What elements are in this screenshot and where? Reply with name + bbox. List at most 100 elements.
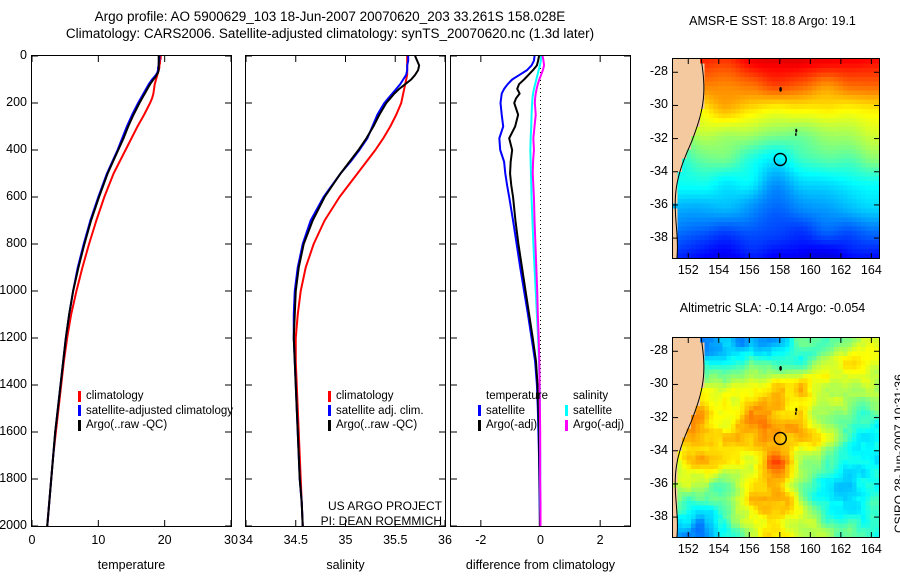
legend-entry: Argo(-adj)	[478, 418, 548, 433]
sla-lat-tick-label: -28	[649, 343, 668, 358]
salinity-panel	[245, 55, 446, 527]
difference-tick-label: 2	[596, 533, 604, 547]
sst-map	[672, 58, 880, 259]
legend-label: satellite	[486, 404, 525, 417]
legend-label: Argo(-adj)	[573, 419, 625, 431]
salinity-plot	[246, 56, 445, 526]
sla-lon-tick-label: 164	[860, 542, 882, 556]
credit-line-1: US ARGO PROJECT	[327, 499, 442, 513]
legend-color-swatch	[565, 419, 568, 431]
legend-header: salinity	[573, 390, 609, 402]
legend-label: satellite	[573, 404, 612, 417]
depth-tick-label: 1800	[0, 471, 27, 485]
legend-label: Argo(-adj)	[486, 419, 538, 431]
sla-lat-tick-label: -34	[649, 442, 668, 457]
temperature-legend: climatology satellite-adjusted climatolog…	[78, 389, 233, 433]
difference-tick-label: -2	[475, 533, 487, 547]
sst-lon-tick-label: 156	[738, 263, 760, 277]
legend-label: satellite adj. clim.	[336, 404, 424, 417]
depth-tick-label: 1600	[0, 424, 27, 438]
sst-lon-tick-label: 162	[830, 263, 852, 277]
sst-lon-tick-label: 154	[708, 263, 730, 277]
legend-entry: Argo(..raw -QC)	[78, 418, 233, 433]
depth-tick-label: 400	[6, 142, 27, 156]
legend-color-swatch	[78, 405, 81, 417]
temperature-tick-label: 0	[28, 533, 36, 547]
project-credit: US ARGO PROJECT PI: DEAN ROEMMICH	[246, 499, 442, 529]
legend-entry: climatology	[328, 389, 424, 404]
depth-tick-label: 800	[6, 236, 27, 250]
difference-legend-temperature: temperature satellite Argo(-adj)	[478, 389, 548, 433]
sla-lon-tick-label: 156	[738, 542, 760, 556]
sla-lon-tick-label: 160	[799, 542, 821, 556]
temperature-tick-label: 10	[91, 533, 106, 547]
temperature-panel	[31, 55, 232, 527]
legend-color-swatch	[328, 405, 331, 417]
sst-lat-tick-label: -38	[649, 230, 668, 245]
depth-tick-label: 2000	[0, 518, 27, 532]
salinity-tick-label: 36	[438, 533, 452, 547]
sst-lat-tick-label: -36	[649, 196, 668, 211]
legend-entry: climatology	[78, 389, 233, 404]
legend-color-swatch	[478, 405, 481, 417]
temperature-tick-label: 30	[224, 533, 238, 547]
legend-label: satellite-adjusted climatology	[86, 404, 234, 417]
sla-lon-tick-label: 162	[830, 542, 852, 556]
csiro-timestamp: CSIRO 28-Jun-2007 10:31:36	[892, 374, 900, 533]
salinity-legend: climatology satellite adj. clim. Argo(..ra…	[328, 389, 424, 433]
sla-lat-tick-label: -36	[649, 475, 668, 490]
legend-label: Argo(..raw -QC)	[336, 419, 418, 431]
legend-label: Argo(..raw -QC)	[86, 419, 168, 431]
figure-title: Argo profile: AO 5900629_103 18-Jun-2007…	[0, 8, 660, 42]
legend-color-swatch	[328, 419, 331, 431]
sst-map-title: AMSR-E SST: 18.8 Argo: 19.1	[689, 14, 856, 28]
sla-lon-tick-label: 154	[708, 542, 730, 556]
legend-entry: satellite adj. clim.	[328, 404, 424, 419]
sla-lat-tick-label: -32	[649, 409, 668, 424]
credit-line-2: PI: DEAN ROEMMICH	[320, 514, 442, 528]
depth-tick-label: 1000	[0, 283, 27, 297]
legend-color-swatch	[78, 419, 81, 431]
sst-lon-tick-label: 158	[769, 263, 791, 277]
legend-color-swatch	[78, 390, 81, 402]
difference-legend-salinity: salinity satellite Argo(-adj)	[565, 389, 624, 433]
legend-header: temperature	[486, 390, 549, 402]
depth-tick-label: 1400	[0, 377, 27, 391]
depth-tick-label: 0	[20, 48, 27, 62]
legend-color-swatch	[478, 419, 481, 431]
sst-lat-tick-label: -28	[649, 64, 668, 79]
depth-tick-label: 600	[6, 189, 27, 203]
legend-entry: satellite	[478, 404, 548, 419]
temperature-tick-label: 20	[157, 533, 172, 547]
legend-label: climatology	[86, 390, 144, 402]
sla-map-raster	[673, 338, 879, 537]
salinity-x-axis-label: salinity	[326, 558, 365, 572]
sst-map-raster	[673, 59, 879, 258]
sst-lon-tick-label: 152	[677, 263, 699, 277]
legend-color-swatch	[328, 390, 331, 402]
salinity-tick-label: 34.5	[283, 533, 308, 547]
sla-map-title: Altimetric SLA: -0.14 Argo: -0.054	[679, 301, 866, 315]
depth-tick-label: 200	[6, 95, 27, 109]
legend-entry: Argo(-adj)	[565, 418, 624, 433]
sla-lon-tick-label: 152	[677, 542, 699, 556]
sst-lat-tick-label: -34	[649, 163, 668, 178]
sla-lat-tick-label: -38	[649, 509, 668, 524]
difference-x-axis-label: difference from climatology	[465, 558, 616, 572]
title-line-2: Climatology: CARS2006. Satellite-adjuste…	[65, 26, 595, 41]
difference-plot	[451, 56, 630, 526]
depth-tick-label: 1200	[0, 330, 27, 344]
salinity-tick-label: 35.5	[383, 533, 408, 547]
sla-lon-tick-label: 158	[769, 542, 791, 556]
sla-lat-tick-label: -30	[649, 376, 668, 391]
difference-panel	[450, 55, 631, 527]
salinity-tick-label: 35	[338, 533, 353, 547]
sst-lat-tick-label: -30	[649, 97, 668, 112]
salinity-tick-label: 34	[239, 533, 253, 547]
legend-label: climatology	[336, 390, 394, 402]
legend-entry: Argo(..raw -QC)	[328, 418, 424, 433]
legend-entry: satellite	[565, 404, 624, 419]
legend-entry: satellite-adjusted climatology	[78, 404, 233, 419]
sst-lon-tick-label: 164	[860, 263, 882, 277]
